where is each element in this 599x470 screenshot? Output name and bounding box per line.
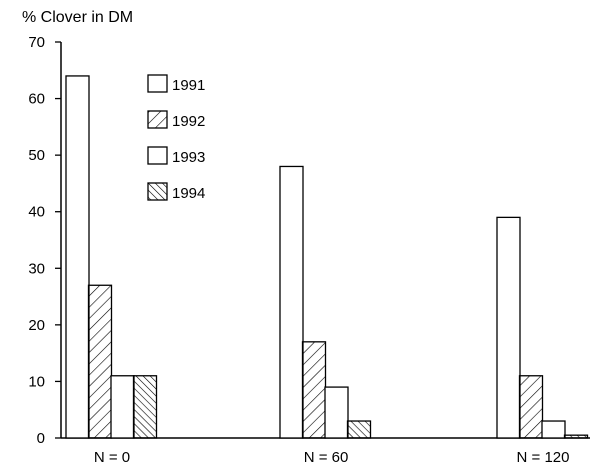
bar-1994-0 [132,375,158,439]
y-tick-label: 30 [28,260,45,277]
bar-1994-2 [563,434,589,439]
legend-item: 1991 [147,74,205,94]
y-tick-label: 70 [28,34,45,51]
bar-1993-2 [541,420,566,439]
bar-1991-1 [279,165,304,439]
y-axis: 0 10 20 30 40 50 60 70 [28,34,62,447]
chart-title: % Clover in DM [22,9,133,26]
bar-1993-0 [110,375,135,439]
bar-1991-2 [496,216,521,439]
bar-1993-1 [324,386,349,439]
bar-group [279,165,372,439]
legend-label: 1994 [172,185,205,202]
bar-group [65,75,158,439]
bars [65,75,589,439]
y-tick-label: 0 [37,430,45,447]
legend-label: 1993 [172,149,205,166]
y-tick-label: 10 [28,373,45,390]
y-tick-label: 20 [28,317,45,334]
bar-group [496,216,589,439]
x-tick-label: N = 60 [304,449,349,466]
legend: 1991 1992 1993 1994 [147,74,205,202]
bar-1994-1 [346,420,372,439]
bar-1992-1 [301,341,327,439]
y-tick-label: 60 [28,91,45,108]
y-tick-label: 50 [28,147,45,164]
x-axis: N = 0 N = 60 N = 120 [61,437,590,466]
legend-item: 1994 [147,182,205,202]
x-tick-label: N = 0 [94,449,130,466]
legend-item: 1993 [147,146,205,166]
bar-1992-2 [518,375,544,439]
legend-label: 1991 [172,77,205,94]
legend-swatch [147,74,168,93]
bar-1992-0 [87,284,113,439]
y-tick-label: 40 [28,204,45,221]
legend-swatch [147,110,168,129]
bar-1991-0 [65,75,90,439]
legend-swatch [147,182,168,201]
legend-label: 1992 [172,113,205,130]
legend-item: 1992 [147,110,205,130]
x-tick-label: N = 120 [517,449,570,466]
legend-swatch [147,146,168,165]
